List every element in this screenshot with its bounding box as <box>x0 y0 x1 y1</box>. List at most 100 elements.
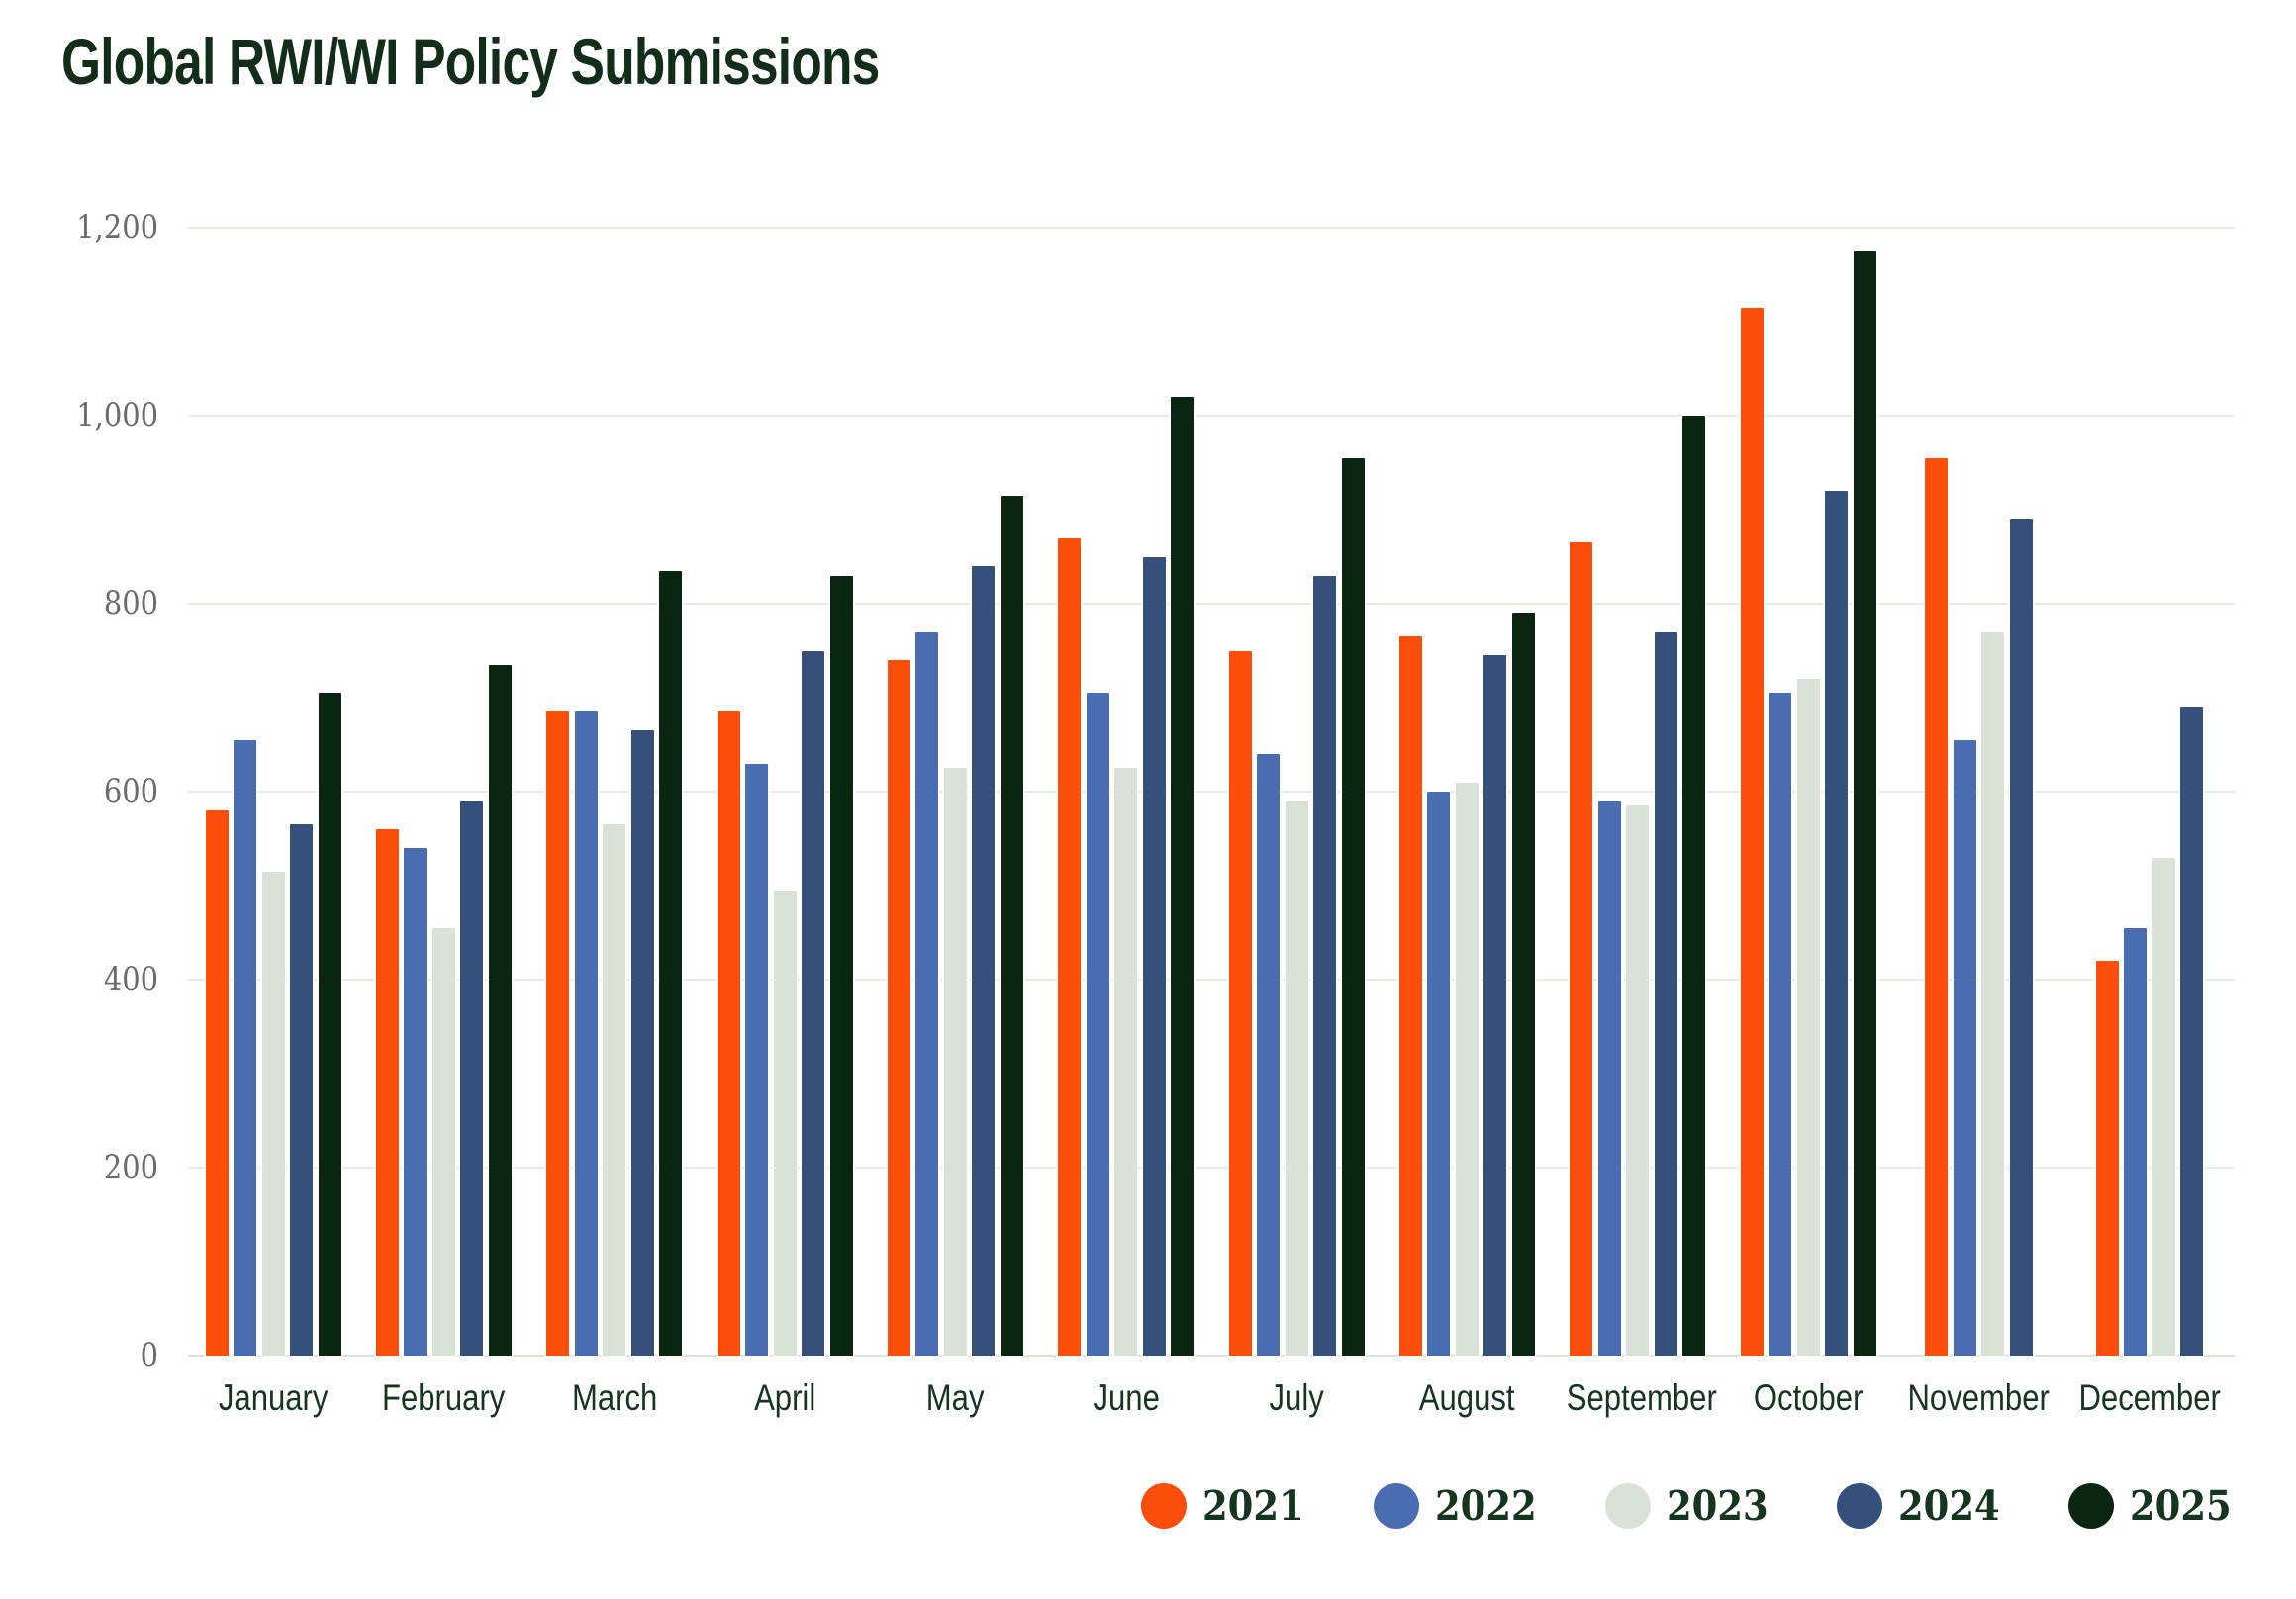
legend-item-2021[interactable]: 2021 <box>1141 1482 1315 1530</box>
bar-2025-july[interactable] <box>1341 457 1365 1356</box>
month-label-june: June <box>1093 1377 1160 1418</box>
bar-2023-september[interactable] <box>1626 805 1650 1356</box>
bar-2024-may[interactable] <box>972 566 996 1356</box>
bar-2023-august[interactable] <box>1455 782 1479 1356</box>
bar-2025-august[interactable] <box>1511 612 1535 1356</box>
bar-2024-march[interactable] <box>630 730 654 1356</box>
bar-group-august <box>1382 228 1552 1356</box>
bar-2025-march[interactable] <box>659 570 683 1356</box>
bar-2023-october[interactable] <box>1796 679 1820 1356</box>
legend-item-2022[interactable]: 2022 <box>1373 1482 1548 1530</box>
bar-2023-july[interactable] <box>1285 800 1308 1356</box>
bar-2021-july[interactable] <box>1228 650 1252 1356</box>
bar-2021-april[interactable] <box>717 711 740 1356</box>
month-label-april: April <box>754 1377 816 1418</box>
month-label-september: September <box>1566 1377 1717 1418</box>
gridline-400 <box>188 979 2235 981</box>
bar-2021-september[interactable] <box>1570 542 1593 1356</box>
bar-2023-march[interactable] <box>603 824 626 1356</box>
bar-2023-june[interactable] <box>1114 768 1138 1356</box>
bar-2021-february[interactable] <box>375 829 399 1356</box>
legend-dot-2023 <box>1604 1483 1651 1529</box>
bar-2022-september[interactable] <box>1597 800 1621 1356</box>
bar-group-february <box>358 228 528 1356</box>
legend-dot-2022 <box>1373 1483 1419 1529</box>
bar-group-september <box>1553 228 1723 1356</box>
bar-2025-february[interactable] <box>488 664 512 1356</box>
y-tick-label-400: 400 <box>103 960 158 999</box>
month-label-february: February <box>382 1377 506 1418</box>
bar-2021-november[interactable] <box>1925 457 1949 1356</box>
legend-label-2021: 2021 <box>1202 1482 1305 1530</box>
legend-label-2025: 2025 <box>2129 1482 2232 1530</box>
bar-2025-january[interactable] <box>318 693 341 1356</box>
bar-2021-december[interactable] <box>2095 961 2119 1356</box>
legend-item-2024[interactable]: 2024 <box>1836 1482 2011 1530</box>
gridline-600 <box>188 791 2235 793</box>
bar-2025-september[interactable] <box>1682 416 1706 1356</box>
legend-item-2025[interactable]: 2025 <box>2067 1482 2243 1530</box>
bar-group-july <box>1211 228 1382 1356</box>
bar-2022-april[interactable] <box>745 763 769 1356</box>
legend-label-2024: 2024 <box>1897 1482 2000 1530</box>
bar-group-december <box>2064 228 2235 1356</box>
bar-2024-january[interactable] <box>290 824 314 1356</box>
bar-2022-february[interactable] <box>404 848 428 1356</box>
bar-2022-november[interactable] <box>1953 739 1976 1356</box>
bar-2024-december[interactable] <box>2180 706 2204 1356</box>
bar-2021-october[interactable] <box>1740 307 1764 1356</box>
bar-2024-october[interactable] <box>1825 491 1849 1356</box>
chart-title: Global RWI/WI Policy Submissions <box>61 25 880 98</box>
bar-2023-may[interactable] <box>943 768 967 1356</box>
bar-group-june <box>1041 228 1211 1356</box>
bar-2025-october[interactable] <box>1853 250 1876 1356</box>
bar-2022-august[interactable] <box>1427 792 1451 1356</box>
bar-2022-january[interactable] <box>234 739 257 1356</box>
y-tick-label-1000: 1,000 <box>76 396 158 435</box>
bar-2023-november[interactable] <box>1981 631 2005 1356</box>
gridline-200 <box>188 1167 2235 1169</box>
gridline-0 <box>188 1355 2235 1357</box>
bar-group-january <box>188 228 358 1356</box>
bar-2024-august[interactable] <box>1483 655 1507 1356</box>
month-label-november: November <box>1907 1377 2051 1418</box>
month-label-january: January <box>218 1377 329 1418</box>
bar-2023-april[interactable] <box>773 890 797 1356</box>
bar-2023-january[interactable] <box>261 871 285 1356</box>
bar-2021-june[interactable] <box>1058 537 1082 1356</box>
legend-label-2022: 2022 <box>1434 1482 1537 1530</box>
bar-2022-june[interactable] <box>1086 693 1109 1356</box>
plot-area <box>188 227 2235 1357</box>
bar-2025-may[interactable] <box>1000 495 1023 1356</box>
bar-2022-december[interactable] <box>2124 927 2148 1356</box>
bar-2024-july[interactable] <box>1313 575 1337 1356</box>
y-tick-label-800: 800 <box>103 584 158 623</box>
bar-2021-march[interactable] <box>546 711 570 1356</box>
bar-2025-april[interactable] <box>829 575 853 1356</box>
bar-2021-may[interactable] <box>887 660 910 1356</box>
legend-dot-2024 <box>1836 1483 1882 1529</box>
bar-2024-september[interactable] <box>1654 631 1677 1356</box>
month-label-july: July <box>1269 1377 1324 1418</box>
bar-2024-february[interactable] <box>460 800 484 1356</box>
legend-item-2023[interactable]: 2023 <box>1604 1482 1779 1530</box>
month-label-may: May <box>926 1377 985 1418</box>
legend-label-2023: 2023 <box>1666 1482 1769 1530</box>
y-tick-label-600: 600 <box>103 772 158 811</box>
bar-2024-june[interactable] <box>1142 556 1166 1356</box>
bar-2022-may[interactable] <box>915 631 939 1356</box>
gridline-1200 <box>188 227 2235 229</box>
bar-2024-april[interactable] <box>802 650 825 1356</box>
bar-2024-november[interactable] <box>2009 518 2033 1356</box>
bar-2022-march[interactable] <box>574 711 598 1356</box>
gridline-1000 <box>188 415 2235 417</box>
bar-2021-january[interactable] <box>205 810 229 1356</box>
bar-2023-february[interactable] <box>431 927 455 1356</box>
bar-2022-july[interactable] <box>1257 754 1281 1356</box>
bar-2025-june[interactable] <box>1171 397 1195 1356</box>
bar-2021-august[interactable] <box>1398 636 1422 1356</box>
bar-2022-october[interactable] <box>1769 693 1792 1356</box>
month-label-october: October <box>1753 1377 1864 1418</box>
bar-2023-december[interactable] <box>2152 857 2175 1356</box>
